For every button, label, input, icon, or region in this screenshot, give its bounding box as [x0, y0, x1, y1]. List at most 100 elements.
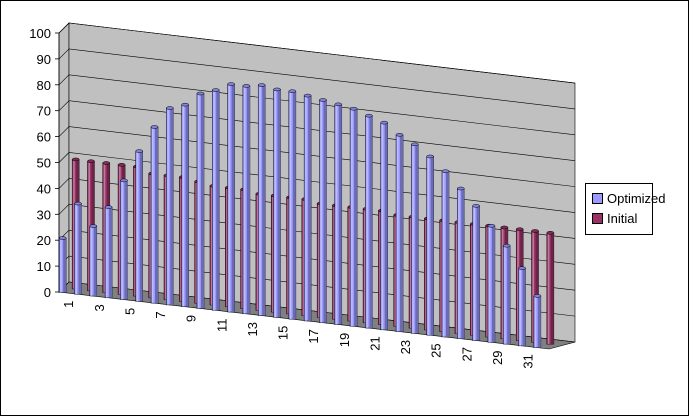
- gridline-30: [58, 203, 576, 265]
- bar-initial-31-highlight: [532, 231, 535, 343]
- x-tick-label-5: 5: [122, 308, 137, 315]
- y-tick-label-60: 60: [37, 130, 51, 145]
- bar-optimized-11-cap: [212, 88, 220, 92]
- bar-optimized-17-highlight: [305, 95, 307, 321]
- bar-optimized-6: [135, 149, 143, 302]
- bar-optimized-18-shade: [323, 99, 327, 323]
- bar-optimized-26-cap: [441, 169, 450, 173]
- bar-optimized-15: [273, 87, 281, 318]
- bar-optimized-19: [334, 102, 343, 325]
- bar-optimized-28-cap: [472, 204, 480, 208]
- bar-optimized-20-cap: [349, 106, 358, 111]
- bar-initial-26-highlight: [455, 222, 458, 334]
- bar-optimized-26-highlight: [442, 171, 445, 337]
- y-tick-label-100: 100: [29, 26, 51, 41]
- bar-optimized-21-shade: [369, 115, 373, 329]
- bar-optimized-30-cap: [502, 243, 511, 248]
- bar-optimized-4-highlight: [106, 207, 108, 298]
- bar-optimized-28: [472, 204, 480, 341]
- bar-initial-29-highlight: [501, 227, 504, 339]
- bar-optimized-17: [303, 93, 312, 322]
- bar-optimized-21: [365, 113, 373, 329]
- bar-optimized-9-shade: [185, 104, 189, 307]
- bar-optimized-12-cap: [227, 82, 235, 86]
- bar-optimized-13-cap: [242, 84, 251, 88]
- bar-optimized-9-highlight: [182, 104, 185, 307]
- gridline-70: [58, 100, 576, 162]
- bar-optimized-29-shade: [491, 225, 495, 343]
- bar-initial-32-shade: [550, 232, 554, 345]
- bar-optimized-5: [120, 178, 128, 300]
- bar-optimized-14-shade: [262, 85, 266, 316]
- bar-optimized-3-highlight: [90, 226, 93, 296]
- x-tick-label-23: 23: [398, 340, 413, 354]
- bar-optimized-2-cap: [74, 201, 82, 206]
- bar-optimized-20: [349, 106, 358, 327]
- bar-optimized-4: [104, 205, 113, 299]
- bar-optimized-7-highlight: [152, 126, 154, 304]
- bar-optimized-24-highlight: [412, 144, 414, 334]
- bar-optimized-3-cap: [89, 224, 98, 228]
- gridline-100: [58, 22, 576, 84]
- legend-swatch-optimized: [592, 193, 603, 205]
- bar-initial-30-cap: [515, 227, 524, 231]
- x-tick-label-21: 21: [367, 336, 382, 350]
- bar-initial-3-highlight: [103, 163, 106, 293]
- gridline-80: [58, 74, 576, 136]
- bar-optimized-10-cap: [196, 91, 205, 96]
- bar-optimized-11: [212, 88, 220, 311]
- x-tick-label-13: 13: [245, 322, 260, 336]
- bar-optimized-25-shade: [430, 156, 434, 336]
- x-tick-label-17: 17: [306, 329, 321, 343]
- bar-initial-32-cap: [546, 231, 555, 235]
- bar-optimized-8-cap: [166, 106, 174, 110]
- bar-optimized-14: [257, 83, 266, 316]
- bar-optimized-17-cap: [303, 93, 312, 98]
- bar-initial-27-highlight: [471, 223, 473, 336]
- bar-initial-9-highlight: [195, 181, 198, 304]
- bar-initial-13-highlight: [256, 193, 259, 311]
- bar-optimized-23-highlight: [397, 134, 399, 332]
- bar-optimized-5-cap: [120, 178, 128, 183]
- bar-optimized-7-shade: [155, 126, 159, 304]
- bar-initial-31-cap: [531, 229, 539, 233]
- bar-optimized-10: [196, 91, 205, 309]
- bar-initial-17-highlight: [318, 203, 320, 318]
- bar-optimized-16-cap: [288, 89, 297, 93]
- legend-label-optimized: Optimized: [607, 191, 666, 206]
- bar-optimized-26-shade: [445, 171, 449, 337]
- x-tick-label-11: 11: [214, 318, 229, 332]
- bar-optimized-18: [319, 98, 327, 323]
- bar-optimized-13-shade: [246, 85, 250, 314]
- bar-optimized-28-highlight: [473, 205, 476, 341]
- gridline-50: [58, 152, 576, 213]
- bar-optimized-11-highlight: [213, 90, 215, 311]
- bar-optimized-11-shade: [216, 90, 220, 311]
- bar-optimized-7: [150, 125, 159, 304]
- bar-initial-21-highlight: [379, 210, 381, 325]
- bar-optimized-27: [457, 186, 465, 339]
- bar-initial-1-cap: [71, 157, 80, 162]
- bar-optimized-32-cap: [533, 294, 542, 298]
- bar-optimized-4-shade: [109, 207, 113, 298]
- bar-optimized-1-highlight: [60, 238, 62, 293]
- bar-optimized-19-highlight: [335, 104, 338, 325]
- bar-optimized-29: [487, 224, 496, 343]
- x-tick-label-25: 25: [429, 343, 444, 357]
- bar-optimized-22-highlight: [381, 122, 384, 330]
- bar-optimized-15-highlight: [274, 89, 277, 318]
- y-tick-label-10: 10: [37, 259, 51, 274]
- bar-optimized-22-shade: [384, 122, 388, 330]
- bar-optimized-18-highlight: [320, 99, 322, 323]
- bar-initial-7-highlight: [165, 175, 167, 300]
- bar-optimized-4-cap: [104, 205, 113, 209]
- bar-optimized-16-shade: [292, 91, 296, 320]
- legend-item-optimized: Optimized: [592, 191, 666, 207]
- y-tick-label-50: 50: [37, 156, 51, 171]
- bar-optimized-27-highlight: [458, 188, 460, 339]
- bar-optimized-13: [242, 84, 251, 315]
- x-tick-label-31: 31: [521, 354, 536, 368]
- bar-optimized-6-highlight: [136, 151, 139, 302]
